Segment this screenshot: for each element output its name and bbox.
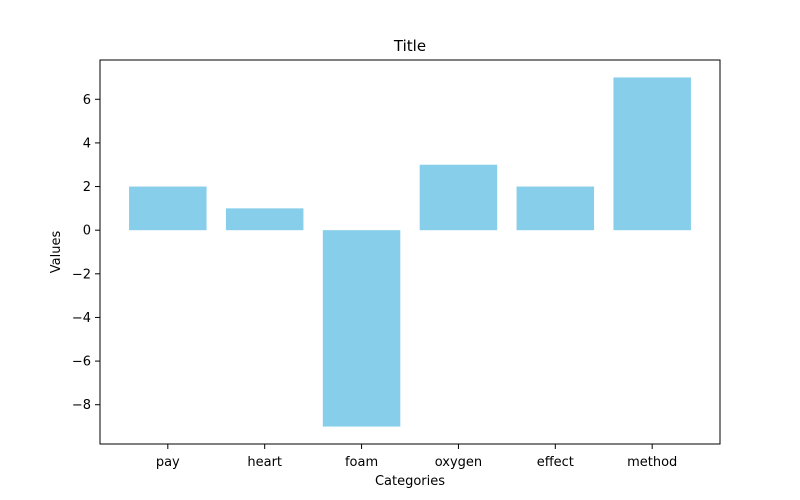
y-axis-label: Values — [49, 231, 64, 274]
bar-heart — [225, 208, 304, 231]
x-tick-label-effect: effect — [537, 455, 574, 470]
y-tick-label: −4 — [72, 311, 91, 326]
y-tick-label: 4 — [83, 136, 91, 151]
x-tick-label-pay: pay — [156, 455, 180, 470]
y-tick-label: 6 — [83, 93, 91, 108]
bars-group — [129, 77, 691, 427]
x-tick-label-foam: foam — [345, 455, 378, 470]
plot-frame — [99, 59, 721, 445]
x-tick-label-heart: heart — [247, 455, 282, 470]
y-axis-ticks: −8 −6 −4 −2 0 2 4 6 — [72, 93, 100, 413]
bar-pay — [129, 186, 207, 231]
chart-title: Title — [393, 37, 426, 55]
x-tick-label-oxygen: oxygen — [435, 455, 482, 470]
y-tick-label: −8 — [72, 398, 91, 413]
x-tick-label-method: method — [627, 455, 677, 470]
y-tick-label: −6 — [72, 355, 91, 370]
bar-method — [613, 77, 691, 231]
y-tick-label: −2 — [72, 267, 91, 282]
bar-effect — [516, 186, 595, 231]
y-tick-label: 0 — [83, 224, 91, 239]
y-tick-label: 2 — [83, 180, 91, 195]
bar-foam — [322, 230, 401, 427]
x-axis-label: Categories — [375, 474, 445, 489]
bar-oxygen — [419, 164, 498, 231]
x-axis-ticks: pay heart foam oxygen effect method — [156, 444, 677, 470]
